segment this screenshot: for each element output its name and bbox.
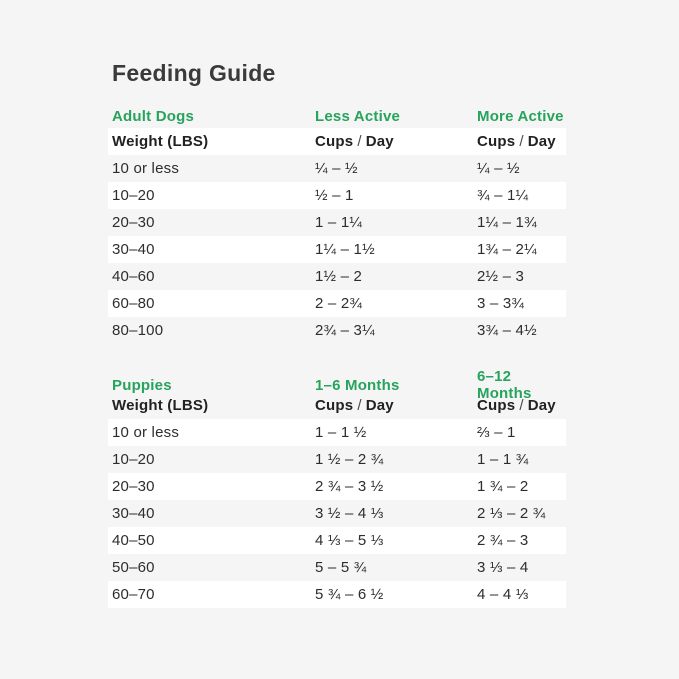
column-label-1-6-months: 1–6 Months	[315, 376, 400, 394]
day-text: Day	[365, 133, 394, 150]
slash-text: /	[357, 133, 362, 150]
weight-cell: 40–50	[112, 532, 155, 549]
cups-day-header-less-active: Cups / Day	[315, 133, 477, 150]
weight-cell: 10–20	[112, 451, 155, 468]
months-6-12-cell: ⅔ – 1	[477, 424, 516, 441]
section-label-puppies: Puppies	[112, 376, 172, 394]
puppies-section-header: Puppies 1–6 Months 6–12 Months	[108, 368, 566, 402]
less-active-cell: 2 – 2¾	[315, 295, 363, 312]
cups-text: Cups	[315, 397, 354, 414]
adult-dogs-section-header: Adult Dogs Less Active More Active	[108, 104, 566, 128]
weight-cell: 50–60	[112, 559, 155, 576]
table-row: 10–20 ½ – 1 ¾ – 1¼	[108, 182, 566, 209]
months-1-6-cell: 5 ¾ – 6 ½	[315, 586, 384, 603]
cups-day-header-6-12-months: Cups / Day	[477, 397, 566, 414]
months-1-6-cell: 5 – 5 ¾	[315, 559, 367, 576]
more-active-cell: 1¾ – 2¼	[477, 241, 537, 258]
table-row: 20–30 1 – 1¼ 1¼ – 1¾	[108, 209, 566, 236]
slash-text: /	[357, 397, 362, 414]
less-active-cell: ½ – 1	[315, 187, 354, 204]
months-1-6-cell: 1 – 1 ½	[315, 424, 367, 441]
table-row: 10–20 1 ½ – 2 ¾ 1 – 1 ¾	[108, 446, 566, 473]
table-row: 10 or less ¼ – ½ ¼ – ½	[108, 155, 566, 182]
more-active-cell: 3 – 3¾	[477, 295, 525, 312]
table-row: 30–40 3 ½ – 4 ⅓ 2 ⅓ – 2 ¾	[108, 500, 566, 527]
table-row: 50–60 5 – 5 ¾ 3 ⅓ – 4	[108, 554, 566, 581]
weight-lbs-header: Weight (LBS)	[112, 397, 209, 414]
puppies-table-header-row: Weight (LBS) Cups / Day Cups / Day	[108, 392, 566, 419]
more-active-cell: ¾ – 1¼	[477, 187, 529, 204]
months-6-12-cell: 3 ⅓ – 4	[477, 559, 529, 576]
less-active-cell: 1½ – 2	[315, 268, 363, 285]
weight-cell: 30–40	[112, 505, 155, 522]
cups-text: Cups	[477, 397, 516, 414]
more-active-cell: 3¾ – 4½	[477, 322, 537, 339]
column-label-more-active: More Active	[477, 107, 564, 125]
months-6-12-cell: 1 – 1 ¾	[477, 451, 529, 468]
weight-cell: 10–20	[112, 187, 155, 204]
column-label-less-active: Less Active	[315, 107, 401, 125]
months-1-6-cell: 3 ½ – 4 ⅓	[315, 505, 384, 522]
less-active-cell: 1 – 1¼	[315, 214, 363, 231]
more-active-cell: ¼ – ½	[477, 160, 520, 177]
day-text: Day	[527, 397, 556, 414]
months-6-12-cell: 4 – 4 ⅓	[477, 586, 529, 603]
table-row: 30–40 1¼ – 1½ 1¾ – 2¼	[108, 236, 566, 263]
section-label-adult-dogs: Adult Dogs	[112, 107, 194, 125]
cups-text: Cups	[477, 133, 516, 150]
cups-day-header-more-active: Cups / Day	[477, 133, 566, 150]
weight-cell: 20–30	[112, 478, 155, 495]
day-text: Day	[527, 133, 556, 150]
adult-dogs-table: Weight (LBS) Cups / Day Cups / Day 10 or les…	[108, 128, 566, 344]
table-row: 40–50 4 ⅓ – 5 ⅓ 2 ¾ – 3	[108, 527, 566, 554]
table-row: 20–30 2 ¾ – 3 ½ 1 ¾ – 2	[108, 473, 566, 500]
table-row: 80–100 2¾ – 3¼ 3¾ – 4½	[108, 317, 566, 344]
column-label-6-12-months: 6–12 Months	[477, 368, 532, 402]
weight-cell: 20–30	[112, 214, 155, 231]
weight-cell: 30–40	[112, 241, 155, 258]
table-row: 60–70 5 ¾ – 6 ½ 4 – 4 ⅓	[108, 581, 566, 608]
less-active-cell: ¼ – ½	[315, 160, 358, 177]
slash-text: /	[519, 133, 524, 150]
weight-cell: 60–70	[112, 586, 155, 603]
weight-cell: 80–100	[112, 322, 164, 339]
weight-cell: 40–60	[112, 268, 155, 285]
months-6-12-cell: 2 ⅓ – 2 ¾	[477, 505, 546, 522]
adult-table-header-row: Weight (LBS) Cups / Day Cups / Day	[108, 128, 566, 155]
less-active-cell: 2¾ – 3¼	[315, 322, 375, 339]
months-6-12-cell: 2 ¾ – 3	[477, 532, 529, 549]
slash-text: /	[519, 397, 524, 414]
table-row: 10 or less 1 – 1 ½ ⅔ – 1	[108, 419, 566, 446]
cups-text: Cups	[315, 133, 354, 150]
months-1-6-cell: 4 ⅓ – 5 ⅓	[315, 532, 384, 549]
weight-cell: 60–80	[112, 295, 155, 312]
months-6-12-cell: 1 ¾ – 2	[477, 478, 529, 495]
less-active-cell: 1¼ – 1½	[315, 241, 375, 258]
table-row: 40–60 1½ – 2 2½ – 3	[108, 263, 566, 290]
table-row: 60–80 2 – 2¾ 3 – 3¾	[108, 290, 566, 317]
weight-cell: 10 or less	[112, 160, 180, 177]
months-1-6-cell: 2 ¾ – 3 ½	[315, 478, 384, 495]
months-1-6-cell: 1 ½ – 2 ¾	[315, 451, 384, 468]
puppies-table: Weight (LBS) Cups / Day Cups / Day 10 or les…	[108, 392, 566, 608]
cups-day-header-1-6-months: Cups / Day	[315, 397, 477, 414]
day-text: Day	[365, 397, 394, 414]
more-active-cell: 2½ – 3	[477, 268, 525, 285]
weight-cell: 10 or less	[112, 424, 180, 441]
weight-lbs-header: Weight (LBS)	[112, 133, 209, 150]
page-title: Feeding Guide	[112, 60, 276, 86]
content-area: Feeding Guide Adult Dogs Less Active Mor…	[108, 60, 566, 608]
more-active-cell: 1¼ – 1¾	[477, 214, 537, 231]
